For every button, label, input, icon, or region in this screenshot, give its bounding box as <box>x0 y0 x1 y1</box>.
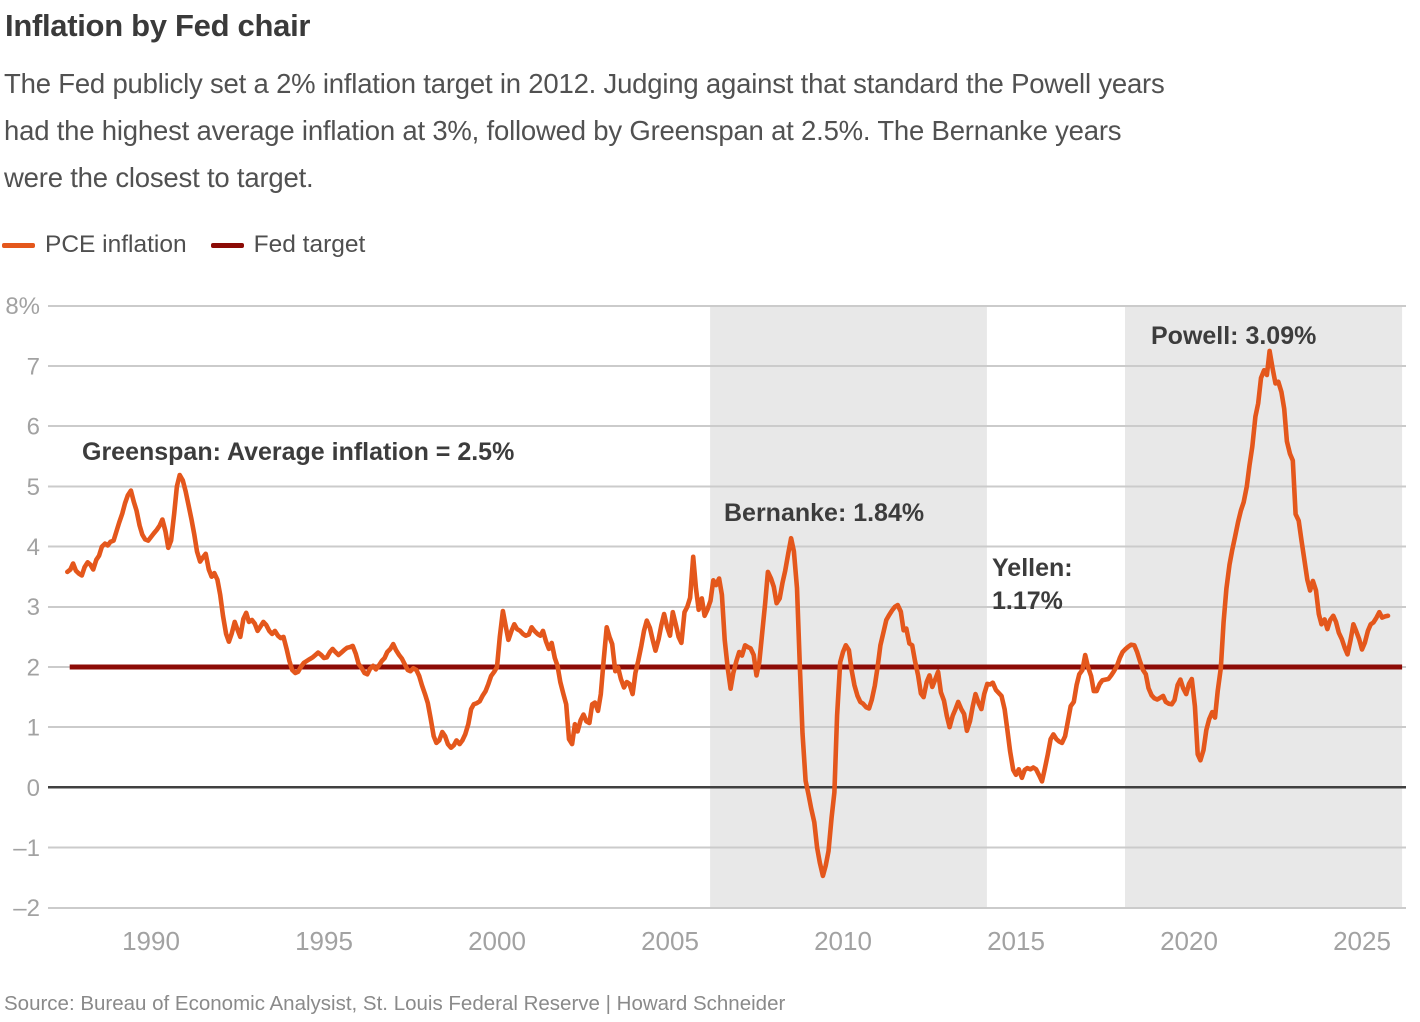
pce-inflation-line <box>65 348 1391 879</box>
y-tick-label-1: 1 <box>27 715 40 742</box>
annotation-yellen-value: 1.17% <box>992 587 1063 615</box>
x-tick-label-1990: 1990 <box>122 926 180 956</box>
y-tick-label-5: 5 <box>27 474 40 501</box>
x-tick-label-2005: 2005 <box>641 926 699 956</box>
legend-label-target: Fed target <box>253 231 366 258</box>
x-tick-label-1995: 1995 <box>295 926 353 956</box>
annotation-greenspan: Greenspan: Average inflation = 2.5% <box>82 438 515 466</box>
x-tick-label-2010: 2010 <box>814 926 872 956</box>
subtitle-line-1: The Fed publicly set a 2% inflation targ… <box>4 68 1165 99</box>
y-tick-label-4: 4 <box>27 534 40 561</box>
y-tick-label--2: –2 <box>13 895 40 922</box>
annotation-yellen: Yellen: 1.17% <box>992 552 1073 618</box>
page-subtitle: The Fed publicly set a 2% inflation targ… <box>4 60 1165 201</box>
y-tick-label-2: 2 <box>27 654 40 681</box>
x-tick-label-2025: 2025 <box>1333 926 1391 956</box>
subtitle-line-2: had the highest average inflation at 3%,… <box>4 115 1122 146</box>
y-tick-label-0: 0 <box>27 775 40 802</box>
legend-item-pce: PCE inflation <box>2 231 187 259</box>
y-tick-label-8: 8% <box>5 293 40 320</box>
legend-label-pce: PCE inflation <box>45 231 187 258</box>
y-tick-label--1: –1 <box>13 835 40 862</box>
y-tick-label-6: 6 <box>27 414 40 441</box>
legend-item-target: Fed target <box>210 231 366 259</box>
x-tick-label-2015: 2015 <box>987 926 1045 956</box>
fed-target-swatch <box>210 242 244 248</box>
x-tick-label-2020: 2020 <box>1160 926 1218 956</box>
pce-line-swatch <box>2 242 35 248</box>
annotation-bernanke: Bernanke: 1.84% <box>724 499 925 527</box>
chart-legend: PCE inflation Fed target <box>2 231 365 259</box>
annotation-powell: Powell: 3.09% <box>1151 322 1317 350</box>
annotation-yellen-name: Yellen: <box>992 554 1073 582</box>
source-credit: Source: Bureau of Economic Analysist, St… <box>4 992 786 1015</box>
x-tick-label-2000: 2000 <box>468 926 526 956</box>
y-tick-label-3: 3 <box>27 594 40 621</box>
y-tick-label-7: 7 <box>27 353 40 380</box>
subtitle-line-3: were the closest to target. <box>4 162 314 193</box>
page-title: Inflation by Fed chair <box>5 8 311 43</box>
